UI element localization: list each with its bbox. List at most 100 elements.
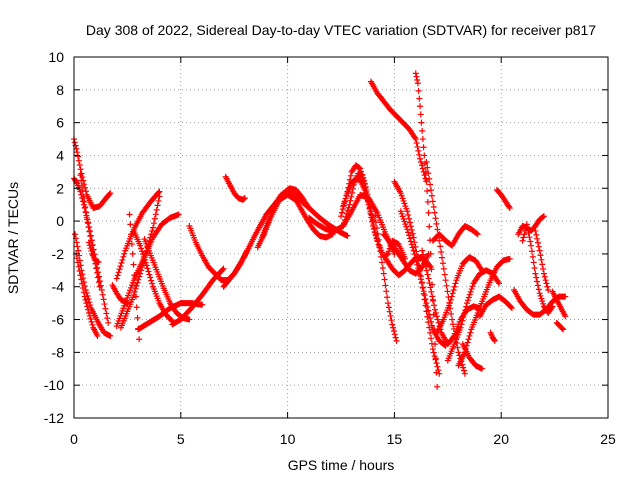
data-point bbox=[429, 198, 436, 205]
data-point bbox=[154, 202, 161, 209]
data-point bbox=[528, 248, 535, 255]
data-point bbox=[359, 172, 366, 179]
series-s28 bbox=[376, 237, 409, 262]
data-point bbox=[384, 300, 391, 307]
data-point bbox=[129, 250, 136, 257]
x-tick-label: 25 bbox=[600, 431, 616, 447]
data-point bbox=[431, 306, 438, 313]
y-tick-label: -8 bbox=[52, 344, 65, 360]
data-point bbox=[386, 245, 393, 252]
data-point bbox=[77, 166, 84, 173]
data-point bbox=[408, 241, 415, 248]
data-point bbox=[139, 251, 146, 258]
data-point bbox=[85, 306, 92, 313]
data-point bbox=[390, 324, 397, 331]
data-point bbox=[439, 254, 446, 261]
data-point bbox=[455, 349, 462, 356]
data-point bbox=[385, 304, 392, 311]
data-point bbox=[143, 262, 150, 269]
data-point bbox=[405, 229, 412, 236]
data-point bbox=[391, 331, 398, 338]
x-tick-labels: 0 5 10 15 20 25 bbox=[70, 431, 616, 447]
data-point bbox=[357, 165, 364, 172]
data-point bbox=[427, 315, 434, 322]
data-point bbox=[138, 245, 145, 252]
data-point bbox=[94, 269, 101, 276]
data-point bbox=[466, 332, 473, 339]
data-point bbox=[431, 341, 438, 348]
data-point bbox=[347, 197, 354, 204]
data-point bbox=[107, 332, 114, 339]
data-point bbox=[540, 300, 547, 307]
data-point bbox=[560, 326, 567, 333]
data-point bbox=[478, 365, 485, 372]
data-point bbox=[146, 237, 153, 244]
data-point bbox=[241, 195, 248, 202]
data-point bbox=[75, 157, 82, 164]
data-point bbox=[534, 282, 541, 289]
data-point bbox=[132, 293, 139, 300]
data-point bbox=[531, 265, 538, 272]
data-point bbox=[468, 286, 475, 293]
data-point bbox=[462, 307, 469, 314]
data-point bbox=[428, 322, 435, 329]
data-point bbox=[83, 209, 90, 216]
data-point bbox=[348, 193, 355, 200]
data-point bbox=[461, 370, 468, 377]
data-point bbox=[343, 192, 350, 199]
data-point bbox=[121, 250, 128, 257]
x-tick-label: 0 bbox=[70, 431, 78, 447]
data-point bbox=[428, 288, 435, 295]
data-point bbox=[80, 193, 87, 200]
data-point bbox=[346, 201, 353, 208]
data-point bbox=[433, 313, 440, 320]
data-point bbox=[423, 159, 430, 166]
data-point bbox=[419, 247, 426, 254]
data-point bbox=[539, 298, 546, 305]
data-point bbox=[137, 270, 144, 277]
y-axis-label: SDTVAR / TECUs bbox=[5, 182, 21, 294]
data-point bbox=[526, 234, 533, 241]
data-point bbox=[85, 223, 92, 230]
data-point bbox=[118, 260, 125, 267]
data-point bbox=[413, 258, 420, 265]
data-point bbox=[340, 223, 347, 230]
data-point bbox=[99, 291, 106, 298]
series-s36 bbox=[429, 223, 481, 249]
data-point bbox=[79, 188, 86, 195]
data-point bbox=[404, 208, 411, 215]
data-point bbox=[464, 339, 471, 346]
data-point bbox=[425, 209, 432, 216]
data-point bbox=[415, 87, 422, 94]
data-point bbox=[86, 242, 93, 249]
data-point bbox=[87, 302, 94, 309]
data-point bbox=[406, 219, 413, 226]
data-point bbox=[220, 265, 227, 272]
data-point bbox=[540, 266, 547, 273]
data-point bbox=[155, 197, 162, 204]
data-point bbox=[409, 244, 416, 251]
data-point bbox=[544, 283, 551, 290]
data-point bbox=[432, 309, 439, 316]
data-point bbox=[450, 325, 457, 332]
data-point bbox=[428, 266, 435, 273]
data-point bbox=[415, 147, 422, 154]
data-point bbox=[406, 232, 413, 239]
data-point bbox=[425, 275, 432, 282]
data-point bbox=[150, 224, 157, 231]
data-point bbox=[387, 312, 394, 319]
data-point bbox=[523, 221, 530, 228]
data-point bbox=[74, 149, 81, 156]
data-point bbox=[465, 336, 472, 343]
data-point bbox=[411, 251, 418, 258]
data-point bbox=[85, 296, 92, 303]
data-point bbox=[88, 248, 95, 255]
data-point bbox=[532, 270, 539, 277]
data-point bbox=[454, 344, 461, 351]
data-point bbox=[425, 307, 432, 314]
data-point bbox=[381, 276, 388, 283]
data-point bbox=[423, 300, 430, 307]
data-point bbox=[124, 300, 131, 307]
data-point bbox=[382, 282, 389, 289]
data-point bbox=[364, 198, 371, 205]
